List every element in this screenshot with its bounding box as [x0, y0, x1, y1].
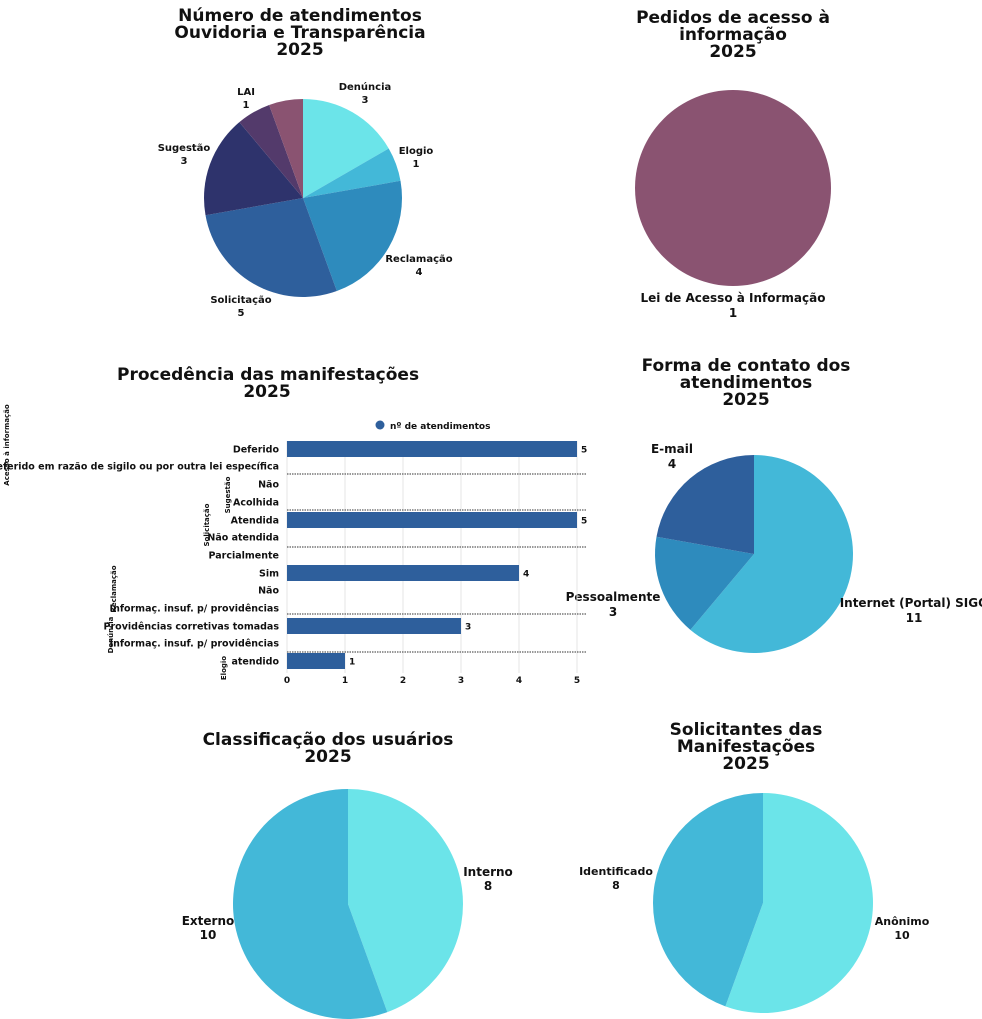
pie-label-reclamacao: Reclamação: [385, 254, 452, 265]
pie-value-elogio: 1: [413, 159, 420, 170]
chart-title-pedidos-acesso: Pedidos de acesso à informação 2025: [636, 8, 830, 62]
pie-label-solicitacao: Solicitação: [210, 295, 271, 306]
bar-value-providencias-corretivas-tomadas: 3: [465, 623, 471, 633]
pie-value-denuncia: 3: [362, 95, 369, 106]
pie-slice-e-mail: [656, 455, 754, 554]
pie-value-lei-de-acesso-a-informacao: 1: [729, 306, 737, 320]
bar-deferido: [287, 441, 577, 457]
pie-label-interno: Interno: [463, 865, 513, 879]
row-label-nao: Não: [258, 480, 279, 491]
pie-slice-elogio: [303, 148, 401, 198]
bar-sim: [287, 565, 519, 581]
row-label-acolhida: Acolhida: [233, 498, 279, 509]
pie-label-lai: LAI: [237, 87, 255, 98]
x-tick-label: 0: [284, 676, 290, 686]
pie-label-internet-portal-sigo: Internet (Portal) SIGO: [840, 596, 982, 610]
row-label-indeferido-em-razao-de-sigilo-ou-por-outra-lei-especifica: Indeferido em razão de sigilo ou por out…: [0, 462, 279, 473]
group-label-denuncia: Denúncia: [107, 616, 115, 653]
pie-label-identificado: Identificado: [579, 865, 653, 878]
bar-value-sim: 4: [523, 570, 529, 580]
pie-value-solicitacao: 5: [238, 308, 245, 319]
pie-slice-sugestao: [204, 122, 303, 216]
bar-atendido: [287, 653, 345, 669]
pie-slice-anonimo: [725, 793, 873, 1013]
pie-value-e-mail: 4: [668, 457, 676, 471]
legend-label: nº de atendimentos: [390, 422, 490, 432]
pie-slice-outros: [269, 99, 303, 198]
x-tick-label: 2: [400, 676, 406, 686]
pie-slice-lei-de-acesso-a-informacao: [635, 90, 831, 286]
x-tick-label: 3: [458, 676, 464, 686]
pie-value-anonimo: 10: [894, 929, 910, 942]
bar-value-deferido: 5: [581, 446, 587, 456]
bar-atendida: [287, 512, 577, 528]
x-tick-label: 4: [516, 676, 522, 686]
pie-slice-externo: [233, 789, 388, 1019]
row-label-atendido: atendido: [231, 657, 279, 668]
row-label-informac-insuf-p-providencias: Informaç. insuf. p/ providências: [110, 639, 280, 650]
row-label-informac-insuf-p-providencias: Informaç. insuf. p/ providências: [110, 604, 280, 615]
row-label-providencias-corretivas-tomadas: Providências corretivas tomadas: [104, 622, 280, 633]
pie-label-elogio: Elogio: [399, 146, 434, 157]
pie-slice-reclamacao: [303, 180, 402, 292]
chart-title-classificacao: Classificação dos usuários 2025: [202, 730, 454, 767]
row-label-nao: Não: [258, 586, 279, 597]
pie-label-pessoalmente: Pessoalmente: [566, 590, 661, 604]
row-label-deferido: Deferido: [233, 445, 280, 456]
row-label-parcialmente: Parcialmente: [209, 551, 279, 562]
x-tick-label: 1: [342, 676, 348, 686]
pie-value-externo: 10: [200, 928, 217, 942]
chart-title-atendimentos: Número de atendimentos Ouvidoria e Trans…: [174, 6, 426, 60]
pie-value-reclamacao: 4: [416, 267, 423, 278]
pie-label-anonimo: Anônimo: [875, 915, 930, 928]
pie-value-interno: 8: [484, 879, 492, 893]
pie-label-denuncia: Denúncia: [339, 81, 392, 93]
pie-value-sugestao: 3: [181, 156, 188, 167]
pie-slice-solicitacao: [205, 198, 337, 297]
bar-value-atendido: 1: [349, 658, 355, 668]
pie-slice-identificado: [652, 793, 763, 1007]
pie-slice-interno: [348, 789, 463, 1013]
pie-label-e-mail: E-mail: [651, 442, 693, 456]
group-label-sugestao: Sugestão: [224, 476, 232, 513]
group-label-acesso-a-informacao: Acesso à informação: [3, 404, 11, 486]
pie-value-internet-portal-sigo: 11: [906, 611, 923, 625]
pie-value-identificado: 8: [612, 879, 620, 892]
pie-slice-internet-portal-sigo: [690, 455, 854, 653]
group-label-solicitacao: Solicitação: [203, 503, 211, 546]
bar-value-atendida: 5: [581, 517, 587, 527]
pie-label-externo: Externo: [182, 914, 235, 928]
pie-value-pessoalmente: 3: [609, 605, 617, 619]
x-tick-label: 5: [574, 676, 580, 686]
bar-providencias-corretivas-tomadas: [287, 618, 461, 634]
group-label-elogio: Elogio: [220, 656, 228, 680]
chart-title-forma-contato: Forma de contato dos atendimentos 2025: [641, 356, 851, 410]
row-label-sim: Sim: [259, 569, 279, 580]
pie-label-lei-de-acesso-a-informacao: Lei de Acesso à Informação: [641, 291, 826, 305]
pie-value-lai: 1: [243, 100, 250, 111]
group-label-reclamacao: Reclamação: [110, 565, 118, 612]
row-label-nao-atendida: Não atendida: [207, 533, 279, 544]
chart-title-procedencia: Procedência das manifestações 2025: [117, 365, 420, 402]
legend-marker: [375, 420, 385, 430]
row-label-atendida: Atendida: [231, 516, 279, 527]
pie-slice-lai: [239, 104, 303, 198]
pie-slice-denuncia: [303, 99, 389, 198]
pie-slice-pessoalmente: [654, 536, 754, 630]
chart-title-solicitantes: Solicitantes das Manifestações 2025: [669, 720, 823, 774]
pie-label-sugestao: Sugestão: [158, 143, 211, 154]
